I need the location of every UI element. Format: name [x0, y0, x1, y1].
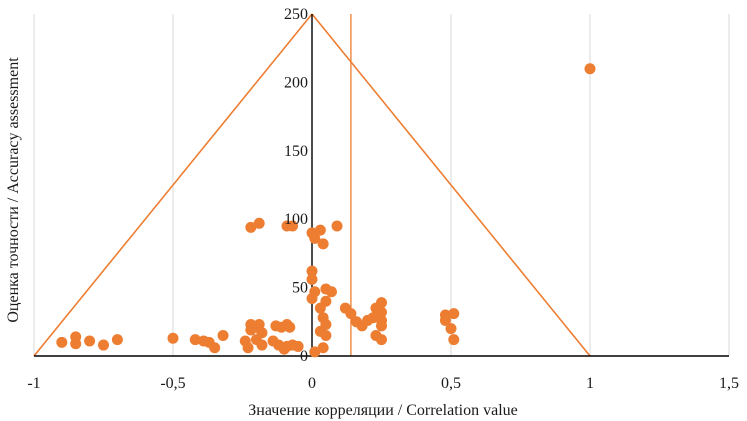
data-point [278, 343, 290, 355]
data-point [448, 334, 460, 346]
data-point [284, 321, 296, 333]
data-point [70, 338, 82, 350]
x-tick-label: 1,5 [719, 375, 739, 392]
y-tick-label: 250 [284, 6, 308, 23]
data-point [306, 265, 318, 277]
y-tick-label: 0 [300, 348, 308, 365]
x-tick-label: 0,5 [441, 375, 461, 392]
x-axis-title: Значение корреляции / Correlation value [248, 402, 517, 419]
data-point [98, 339, 109, 351]
x-tick-label: 1 [586, 375, 594, 392]
data-point [439, 314, 451, 326]
data-point [376, 297, 387, 309]
data-point [376, 334, 387, 346]
y-tick-label: 200 [284, 74, 308, 91]
y-tick-label: 50 [292, 280, 308, 297]
y-tick-label: 150 [284, 143, 308, 160]
data-point [584, 63, 596, 75]
data-point [317, 238, 329, 250]
data-points [56, 63, 596, 358]
data-point [306, 273, 318, 285]
data-point [367, 312, 379, 324]
data-point [345, 308, 357, 320]
data-point [314, 302, 326, 314]
x-tick-label: 0 [308, 375, 316, 392]
y-tick-labels: 0 50 100 150 200 250 [284, 6, 308, 365]
data-point [217, 329, 229, 341]
data-point [209, 342, 221, 354]
funnel-left-line [33, 13, 313, 357]
data-point [111, 334, 123, 346]
y-tick-label: 100 [284, 211, 308, 228]
data-point [189, 334, 201, 346]
data-point [56, 336, 68, 348]
data-point [376, 306, 387, 318]
x-tick-labels: -1 -0,5 0 0,5 1 1,5 [27, 375, 739, 392]
data-point [292, 340, 304, 352]
data-point [306, 293, 318, 305]
data-point [309, 346, 321, 358]
data-point [317, 342, 329, 354]
data-point [448, 308, 460, 320]
y-axis-title: Оценка точности / Accuracy assessment [5, 57, 22, 323]
data-point [331, 220, 343, 232]
data-point [309, 232, 321, 244]
data-point [245, 221, 257, 233]
data-point [242, 342, 254, 354]
data-point [320, 329, 332, 341]
x-tick-label: -0,5 [160, 375, 185, 392]
data-point [287, 220, 299, 232]
data-point [84, 335, 96, 347]
funnel-right-line [311, 13, 591, 357]
funnel-lines [33, 13, 591, 357]
data-point [314, 224, 326, 236]
data-point [445, 323, 457, 335]
data-point [253, 217, 265, 229]
data-point [167, 332, 179, 344]
data-point [325, 286, 337, 298]
data-point [376, 320, 387, 332]
x-tick-label: -1 [27, 375, 40, 392]
data-point [256, 339, 268, 351]
